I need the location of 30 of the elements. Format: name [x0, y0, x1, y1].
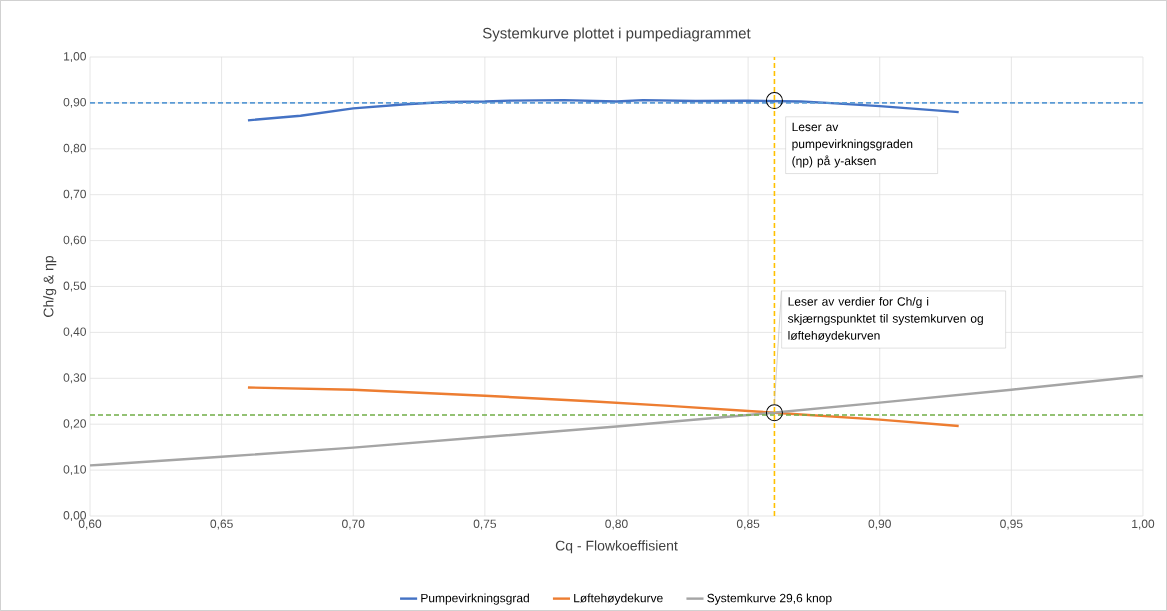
x-tick-label: 0,60: [78, 519, 102, 530]
annotation: Leser av pumpevirkningsgraden (ηp) på y-aksen: [792, 122, 913, 168]
y-tick-label: 0,90: [63, 97, 86, 108]
x-tick-label: 0,80: [605, 519, 628, 530]
x-tick-label: 1,00: [1132, 519, 1155, 530]
chart-title: Systemkurve plottet i pumpediagrammet: [482, 27, 751, 42]
y-axis-title: Ch/g & ηp: [43, 255, 57, 317]
y-tick-label: 1,00: [64, 52, 86, 62]
legend-label: Løftehøydekurve: [574, 593, 663, 605]
y-tick-label: 0,60: [63, 235, 86, 246]
y-tick-label: 0,40: [63, 327, 86, 338]
x-tick-label: 0,90: [868, 519, 891, 530]
legend-label: Pumpevirkningsgrad: [421, 593, 529, 605]
legend-label: Systemkurve 29,6 knop: [707, 593, 832, 605]
y-tick-label: 0,10: [63, 465, 86, 476]
x-tick-label: 0,65: [210, 519, 233, 530]
x-axis-title: Cq - Flowkoeffisient: [555, 540, 678, 554]
y-tick-label: 0,00: [63, 511, 86, 521]
x-tick-label: 0,95: [1000, 519, 1023, 530]
x-tick-label: 0,70: [342, 519, 365, 530]
x-tick-label: 0,85: [736, 519, 760, 530]
annotation: Leser av verdier for Ch/g i skjærngspunktet til systemkurven og løftehøydekurven: [787, 296, 983, 343]
y-tick-label: 0,80: [63, 143, 86, 154]
x-tick-label: 0,75: [473, 519, 497, 530]
line-series: [90, 374, 1143, 467]
y-tick-label: 0,30: [63, 373, 86, 384]
y-tick-label: 0,50: [63, 281, 86, 292]
y-tick-label: 0,70: [63, 189, 86, 200]
y-tick-label: 0,20: [63, 419, 86, 430]
line-series: [246, 386, 960, 428]
